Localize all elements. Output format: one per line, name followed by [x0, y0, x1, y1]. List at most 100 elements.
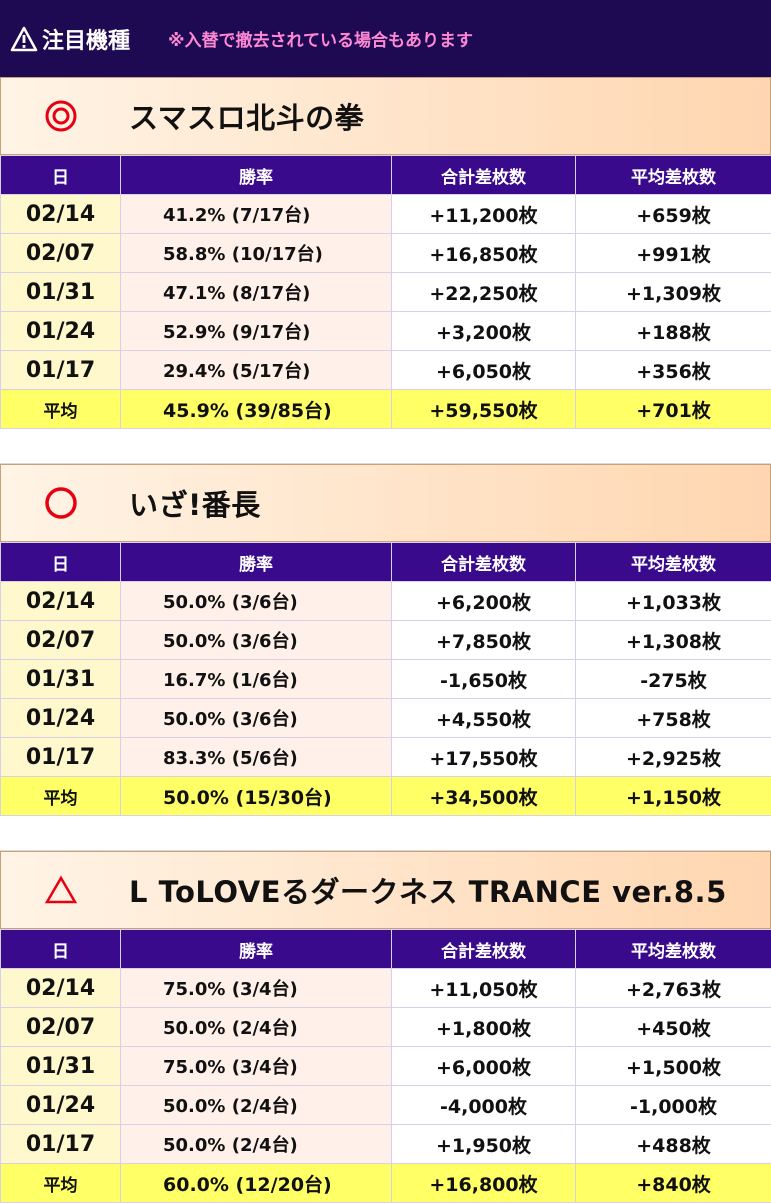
table-row: 02/07 50.0% (3/6台) +7,850枚 +1,308枚 — [1, 621, 771, 660]
date-cell: 02/14 — [1, 969, 121, 1008]
table-row: 02/07 50.0% (2/4台) +1,800枚 +450枚 — [1, 1008, 771, 1047]
total-diff-cell: +4,550枚 — [392, 699, 576, 738]
header-avg-diff: 平均差枚数 — [576, 156, 771, 195]
table-row: 02/07 58.8% (10/17台) +16,850枚 +991枚 — [1, 234, 771, 273]
table-row: 02/14 50.0% (3/6台) +6,200枚 +1,033枚 — [1, 582, 771, 621]
total-diff-cell: +16,850枚 — [392, 234, 576, 273]
date-cell: 01/31 — [1, 660, 121, 699]
machine-name: いざ!番長 — [129, 482, 261, 524]
win-rate-cell: 45.9% (39/85台) — [121, 390, 392, 429]
win-rate-cell: 41.2% (7/17台) — [121, 195, 392, 234]
machine-section-2: いざ!番長 日 勝率 合計差枚数 平均差枚数 02/14 50.0% (3/6台… — [0, 464, 771, 816]
date-cell: 01/17 — [1, 738, 121, 777]
date-cell: 01/31 — [1, 1047, 121, 1086]
avg-diff-cell: -1,000枚 — [576, 1086, 771, 1125]
warning-icon — [10, 26, 38, 52]
total-diff-cell: -4,000枚 — [392, 1086, 576, 1125]
date-cell: 02/07 — [1, 1008, 121, 1047]
avg-diff-cell: +356枚 — [576, 351, 771, 390]
win-rate-cell: 50.0% (2/4台) — [121, 1086, 392, 1125]
avg-diff-cell: +701枚 — [576, 390, 771, 429]
machine-header: いざ!番長 — [0, 464, 771, 542]
table-row: 01/31 47.1% (8/17台) +22,250枚 +1,309枚 — [1, 273, 771, 312]
header-total-diff: 合計差枚数 — [392, 930, 576, 969]
avg-diff-cell: +2,763枚 — [576, 969, 771, 1008]
avg-diff-cell: +1,309枚 — [576, 273, 771, 312]
table-row: 01/24 50.0% (3/6台) +4,550枚 +758枚 — [1, 699, 771, 738]
average-label: 平均 — [1, 1164, 121, 1203]
average-label: 平均 — [1, 390, 121, 429]
win-rate-cell: 60.0% (12/20台) — [121, 1164, 392, 1203]
table-row: 01/24 50.0% (2/4台) -4,000枚 -1,000枚 — [1, 1086, 771, 1125]
total-diff-cell: +34,500枚 — [392, 777, 576, 816]
banner-title: 注目機種 — [42, 23, 130, 55]
header-date: 日 — [1, 543, 121, 582]
win-rate-cell: 83.3% (5/6台) — [121, 738, 392, 777]
header-total-diff: 合計差枚数 — [392, 543, 576, 582]
date-cell: 01/31 — [1, 273, 121, 312]
total-diff-cell: +11,050枚 — [392, 969, 576, 1008]
top-banner: 注目機種 ※入替で撤去されている場合もあります — [0, 0, 771, 77]
date-cell: 01/17 — [1, 351, 121, 390]
total-diff-cell: +11,200枚 — [392, 195, 576, 234]
win-rate-cell: 50.0% (2/4台) — [121, 1008, 392, 1047]
avg-diff-cell: +1,150枚 — [576, 777, 771, 816]
win-rate-cell: 50.0% (2/4台) — [121, 1125, 392, 1164]
average-row: 平均 50.0% (15/30台) +34,500枚 +1,150枚 — [1, 777, 771, 816]
avg-diff-cell: +1,500枚 — [576, 1047, 771, 1086]
circle-mark-icon — [1, 486, 121, 520]
avg-diff-cell: +659枚 — [576, 195, 771, 234]
machine-header: L ToLOVEるダークネス TRANCE ver.8.5 — [0, 851, 771, 929]
win-rate-cell: 58.8% (10/17台) — [121, 234, 392, 273]
total-diff-cell: +22,250枚 — [392, 273, 576, 312]
table-row: 01/31 75.0% (3/4台) +6,000枚 +1,500枚 — [1, 1047, 771, 1086]
date-cell: 02/14 — [1, 582, 121, 621]
total-diff-cell: +59,550枚 — [392, 390, 576, 429]
table-row: 01/17 29.4% (5/17台) +6,050枚 +356枚 — [1, 351, 771, 390]
triangle-mark-icon — [1, 874, 121, 906]
total-diff-cell: +1,800枚 — [392, 1008, 576, 1047]
average-row: 平均 45.9% (39/85台) +59,550枚 +701枚 — [1, 390, 771, 429]
table-row: 01/17 50.0% (2/4台) +1,950枚 +488枚 — [1, 1125, 771, 1164]
header-avg-diff: 平均差枚数 — [576, 930, 771, 969]
stats-table: 日 勝率 合計差枚数 平均差枚数 02/14 50.0% (3/6台) +6,2… — [0, 542, 771, 816]
win-rate-cell: 52.9% (9/17台) — [121, 312, 392, 351]
avg-diff-cell: +758枚 — [576, 699, 771, 738]
avg-diff-cell: +488枚 — [576, 1125, 771, 1164]
machine-section-3: L ToLOVEるダークネス TRANCE ver.8.5 日 勝率 合計差枚数… — [0, 851, 771, 1203]
double-circle-mark-icon — [1, 99, 121, 133]
date-cell: 02/14 — [1, 195, 121, 234]
table-row: 02/14 41.2% (7/17台) +11,200枚 +659枚 — [1, 195, 771, 234]
date-cell: 01/24 — [1, 699, 121, 738]
win-rate-cell: 50.0% (3/6台) — [121, 621, 392, 660]
total-diff-cell: +6,200枚 — [392, 582, 576, 621]
win-rate-cell: 47.1% (8/17台) — [121, 273, 392, 312]
avg-diff-cell: +1,033枚 — [576, 582, 771, 621]
header-win-rate: 勝率 — [121, 930, 392, 969]
stats-table: 日 勝率 合計差枚数 平均差枚数 02/14 75.0% (3/4台) +11,… — [0, 929, 771, 1203]
average-label: 平均 — [1, 777, 121, 816]
header-win-rate: 勝率 — [121, 543, 392, 582]
table-header-row: 日 勝率 合計差枚数 平均差枚数 — [1, 930, 771, 969]
machine-header: スマスロ北斗の拳 — [0, 77, 771, 155]
win-rate-cell: 75.0% (3/4台) — [121, 1047, 392, 1086]
avg-diff-cell: +1,308枚 — [576, 621, 771, 660]
header-avg-diff: 平均差枚数 — [576, 543, 771, 582]
table-row: 01/31 16.7% (1/6台) -1,650枚 -275枚 — [1, 660, 771, 699]
table-header-row: 日 勝率 合計差枚数 平均差枚数 — [1, 543, 771, 582]
total-diff-cell: -1,650枚 — [392, 660, 576, 699]
date-cell: 02/07 — [1, 621, 121, 660]
table-row: 01/17 83.3% (5/6台) +17,550枚 +2,925枚 — [1, 738, 771, 777]
header-total-diff: 合計差枚数 — [392, 156, 576, 195]
machine-name: L ToLOVEるダークネス TRANCE ver.8.5 — [129, 869, 727, 911]
win-rate-cell: 50.0% (3/6台) — [121, 582, 392, 621]
date-cell: 01/24 — [1, 1086, 121, 1125]
total-diff-cell: +17,550枚 — [392, 738, 576, 777]
table-row: 01/24 52.9% (9/17台) +3,200枚 +188枚 — [1, 312, 771, 351]
machine-name: スマスロ北斗の拳 — [129, 95, 364, 137]
banner-note: ※入替で撤去されている場合もあります — [168, 26, 473, 51]
stats-table: 日 勝率 合計差枚数 平均差枚数 02/14 41.2% (7/17台) +11… — [0, 155, 771, 429]
total-diff-cell: +7,850枚 — [392, 621, 576, 660]
total-diff-cell: +6,050枚 — [392, 351, 576, 390]
total-diff-cell: +3,200枚 — [392, 312, 576, 351]
